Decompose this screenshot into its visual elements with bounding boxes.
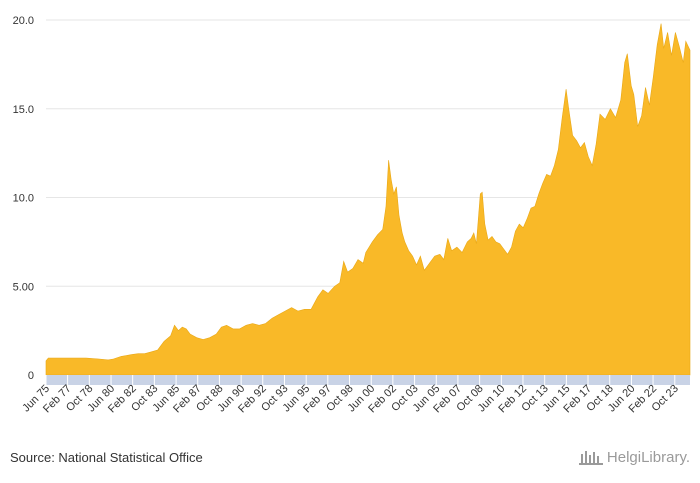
y-tick-label: 0 xyxy=(28,370,34,382)
y-axis-ticks: 0 5.00 10.0 15.0 20.0 xyxy=(13,15,34,382)
area-series xyxy=(45,23,691,376)
series-area xyxy=(45,23,691,376)
y-tick-label: 20.0 xyxy=(13,15,34,27)
library-columns-icon xyxy=(578,451,603,465)
x-axis-band xyxy=(46,375,690,385)
y-tick-label: 5.00 xyxy=(13,281,34,293)
y-tick-label: 10.0 xyxy=(13,193,34,205)
helgi-library-logo[interactable]: HelgiLibrary. xyxy=(578,448,690,466)
source-note: Source: National Statistical Office xyxy=(10,450,203,465)
logo-text: HelgiLibrary. xyxy=(606,448,690,466)
y-tick-label: 15.0 xyxy=(13,104,34,116)
